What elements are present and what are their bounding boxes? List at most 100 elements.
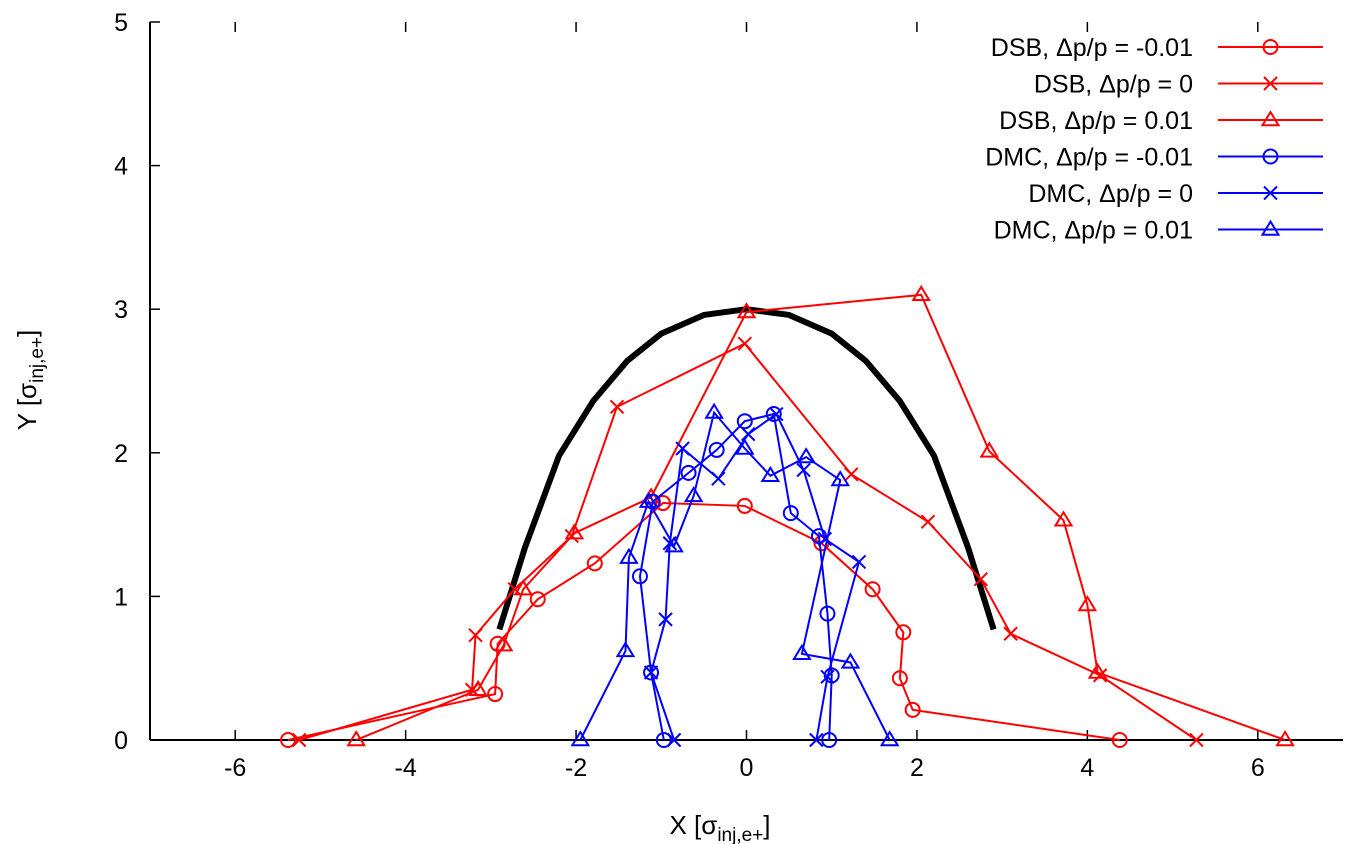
legend-label: DSB, Δp/p = -0.01 [991, 34, 1193, 62]
series-6 [570, 402, 900, 747]
legend-marker [1260, 219, 1281, 236]
legend-entry: DSB, Δp/p = 0.01 [999, 107, 1323, 135]
legend-label: DMC, Δp/p = 0.01 [994, 217, 1193, 245]
y-ticks: 0 1 2 3 4 5 [114, 9, 160, 755]
data-point [1189, 732, 1204, 748]
data-point [529, 591, 546, 608]
data-point [864, 581, 881, 598]
y-tick-label: 3 [114, 296, 128, 324]
x-tick-label: 4 [1080, 754, 1094, 782]
data-point [513, 579, 534, 596]
legend: DSB, Δp/p = -0.01 DSB, Δp/p = 0 DSB, Δp/p … [985, 34, 1323, 245]
series-1 [280, 495, 1128, 748]
data-point [809, 732, 824, 748]
data-point [643, 665, 659, 680]
data-point [920, 514, 936, 529]
data-point [468, 627, 483, 643]
x-tick-label: -2 [565, 754, 587, 782]
series-5 [643, 406, 867, 748]
x-tick-label: -4 [395, 754, 417, 782]
legend-label: DMC, Δp/p = 0 [1028, 180, 1193, 208]
data-point [638, 491, 659, 508]
series-line [650, 412, 861, 741]
data-point [740, 426, 756, 442]
data-point [609, 399, 625, 415]
x-tick-label: -6 [224, 754, 246, 782]
data-point [973, 571, 989, 587]
series-line [355, 293, 1286, 741]
data-point [570, 730, 591, 747]
data-point [564, 523, 585, 540]
series-2 [291, 336, 1204, 748]
data-point [844, 467, 859, 482]
data-point [683, 485, 704, 503]
data-point [736, 413, 753, 430]
data-point [493, 635, 514, 652]
x-tick-label: 6 [1251, 754, 1265, 782]
data-point [1087, 662, 1108, 679]
data-point [586, 555, 603, 572]
data-point [1275, 730, 1295, 747]
legend-marker [1262, 39, 1279, 55]
legend-marker [1263, 185, 1278, 201]
data-point [819, 605, 836, 622]
y-tick-label: 0 [114, 727, 128, 755]
data-point [708, 441, 725, 458]
data-point [810, 528, 827, 545]
legend-marker [1262, 148, 1279, 165]
data-point [675, 441, 690, 456]
data-point [911, 284, 931, 302]
series-group [280, 284, 1295, 748]
y-tick-label: 4 [114, 153, 128, 181]
data-point [736, 302, 757, 319]
data-point [487, 686, 504, 703]
boundary-curve-line [496, 306, 997, 631]
data-point [891, 670, 908, 687]
data-point [820, 669, 835, 685]
data-point [680, 464, 697, 481]
data-point [666, 732, 682, 748]
data-point [830, 470, 851, 487]
data-point [711, 471, 726, 486]
data-point [468, 679, 488, 696]
legend-label: DSB, Δp/p = 0.01 [999, 107, 1193, 135]
x-ticks: -6 -4 -2 0 2 4 6 [224, 22, 1265, 782]
data-point [796, 447, 816, 464]
data-point [904, 701, 921, 718]
data-point [782, 505, 799, 522]
data-point [736, 497, 753, 514]
data-point [1053, 510, 1074, 527]
data-point [851, 554, 867, 570]
series-4 [631, 406, 840, 748]
legend-entry: DSB, Δp/p = -0.01 [991, 34, 1323, 62]
x-tick-label: 2 [910, 754, 924, 782]
data-point [979, 441, 1000, 458]
x-tick-label: 0 [740, 754, 754, 782]
data-point [664, 536, 684, 553]
data-point [821, 732, 838, 748]
series-3 [346, 284, 1295, 747]
series-line [298, 342, 1197, 741]
data-point [895, 624, 912, 641]
data-point [631, 568, 648, 585]
legend-label: DMC, Δp/p = -0.01 [985, 144, 1193, 172]
data-point [840, 652, 861, 669]
x-axis-title: X [σinj,e+] [669, 810, 770, 844]
data-point [1003, 626, 1018, 641]
data-point [796, 462, 811, 478]
data-point [735, 438, 755, 455]
y-tick-label: 5 [114, 9, 128, 37]
legend-entry: DMC, Δp/p = -0.01 [985, 144, 1323, 172]
legend-marker [1260, 110, 1281, 127]
series-line [638, 412, 833, 741]
data-point [760, 465, 781, 482]
legend-marker [1263, 76, 1278, 91]
data-point [879, 730, 900, 747]
data-point [704, 402, 724, 419]
data-point [1077, 595, 1098, 612]
data-point [765, 406, 782, 423]
legend-entry: DMC, Δp/p = 0 [1028, 180, 1323, 208]
data-point [1111, 732, 1128, 748]
legend-label: DSB, Δp/p = 0 [1034, 71, 1193, 99]
